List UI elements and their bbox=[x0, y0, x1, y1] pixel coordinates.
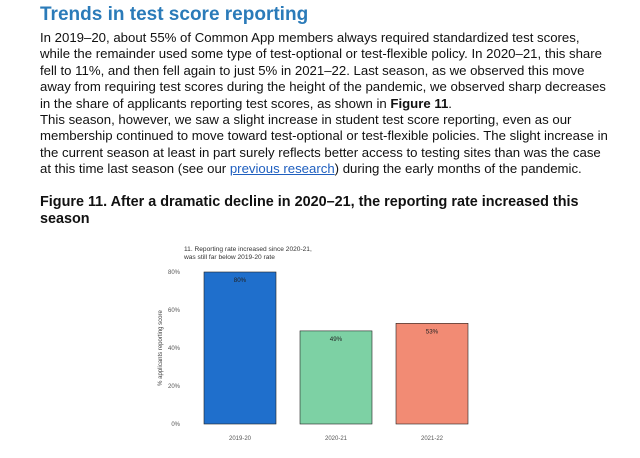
bar-2021-22 bbox=[395, 323, 469, 425]
bar-chart-svg: 11. Reporting rate increased since 2020-… bbox=[158, 246, 469, 442]
body-text: In 2019–20, about 55% of Common App memb… bbox=[40, 30, 610, 178]
paragraph-2: This season, however, we saw a slight in… bbox=[40, 112, 610, 178]
figure-reference: Figure 11 bbox=[390, 95, 449, 111]
x-tick-label: 2021-22 bbox=[421, 436, 444, 442]
y-tick-label: 0% bbox=[171, 422, 180, 428]
chart-title-line-2: was still far below 2019-20 rate bbox=[183, 254, 275, 261]
y-axis-label: % applicants reporting score bbox=[158, 309, 164, 385]
x-tick-label: 2019-20 bbox=[229, 436, 252, 442]
paragraph-2-text: This season, however, we saw a slight in… bbox=[40, 112, 608, 177]
bar-2020-21 bbox=[299, 330, 373, 425]
bar-value-label: 53% bbox=[426, 328, 439, 335]
y-tick-label: 20% bbox=[168, 384, 181, 390]
paragraph-1-end: . bbox=[448, 95, 452, 111]
chart-title-line-1: 11. Reporting rate increased since 2020-… bbox=[184, 246, 312, 253]
figure-title: Figure 11. After a dramatic decline in 2… bbox=[40, 194, 579, 227]
bar-value-label: 80% bbox=[234, 277, 247, 284]
bar-value-label: 49% bbox=[330, 336, 343, 343]
paragraph-1: In 2019–20, about 55% of Common App memb… bbox=[40, 30, 610, 112]
section-title: Trends in test score reporting bbox=[40, 4, 309, 25]
x-tick-label: 2020-21 bbox=[325, 436, 348, 442]
bar-2019-20 bbox=[203, 271, 277, 425]
y-tick-label: 80% bbox=[168, 270, 181, 276]
bar-chart: 11. Reporting rate increased since 2020-… bbox=[150, 238, 490, 453]
paragraph-1-text: In 2019–20, about 55% of Common App memb… bbox=[40, 30, 606, 111]
y-tick-label: 40% bbox=[168, 346, 181, 352]
y-tick-label: 60% bbox=[168, 308, 181, 314]
paragraph-2-end: ) during the early months of the pandemi… bbox=[334, 161, 582, 177]
previous-research-link[interactable]: previous research bbox=[229, 161, 335, 177]
